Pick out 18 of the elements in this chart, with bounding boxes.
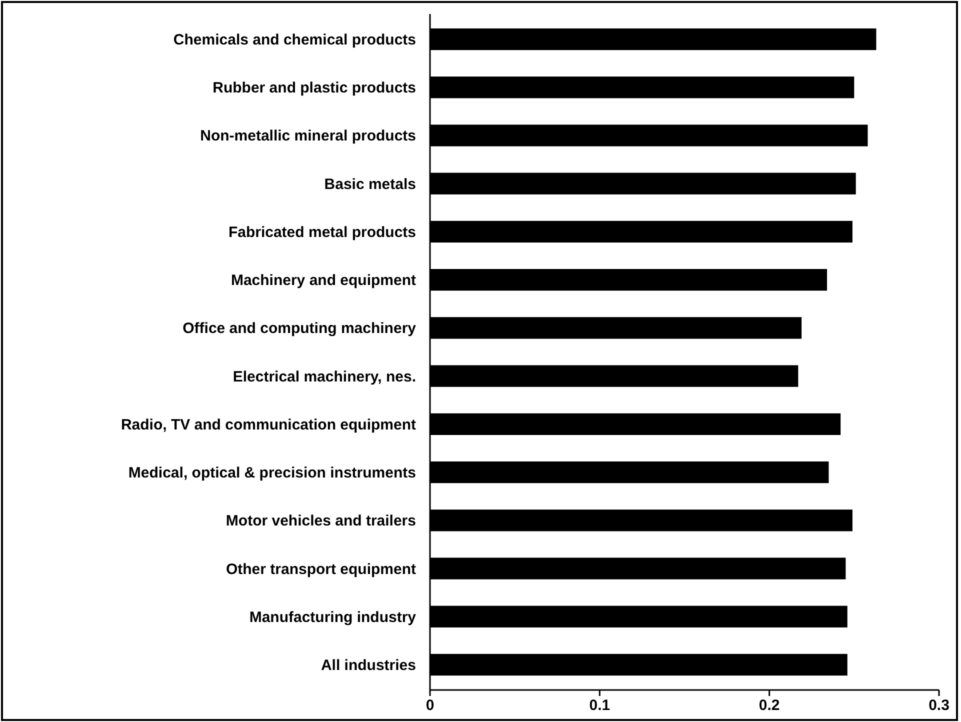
y-tick-label: All industries bbox=[320, 656, 416, 674]
x-tick-label: 0 bbox=[426, 697, 434, 714]
y-tick-label: Motor vehicles and trailers bbox=[226, 512, 416, 530]
y-tick-label: Medical, optical & precision instruments bbox=[128, 464, 416, 482]
y-tick-label: Radio, TV and communication equipment bbox=[120, 416, 416, 434]
y-tick-label: Other transport equipment bbox=[226, 560, 416, 578]
y-tick-label: Manufacturing industry bbox=[249, 608, 417, 626]
y-tick-label: Office and computing machinery bbox=[182, 320, 417, 338]
y-tick-label: Machinery and equipment bbox=[230, 272, 416, 290]
y-tick-label: Fabricated metal products bbox=[228, 224, 416, 241]
y-tick-label: Non-metallic mineral products bbox=[200, 128, 416, 145]
x-tick-label: 0.1 bbox=[589, 697, 610, 714]
x-tick-label: 0.2 bbox=[758, 697, 780, 714]
x-tick-label: 0.3 bbox=[928, 697, 950, 714]
y-tick-label: Rubber and plastic products bbox=[212, 80, 416, 97]
y-tick-label: Chemicals and chemical products bbox=[173, 32, 416, 49]
y-tick-label: Basic metals bbox=[324, 176, 416, 193]
y-tick-label: Electrical machinery, nes. bbox=[232, 368, 416, 386]
